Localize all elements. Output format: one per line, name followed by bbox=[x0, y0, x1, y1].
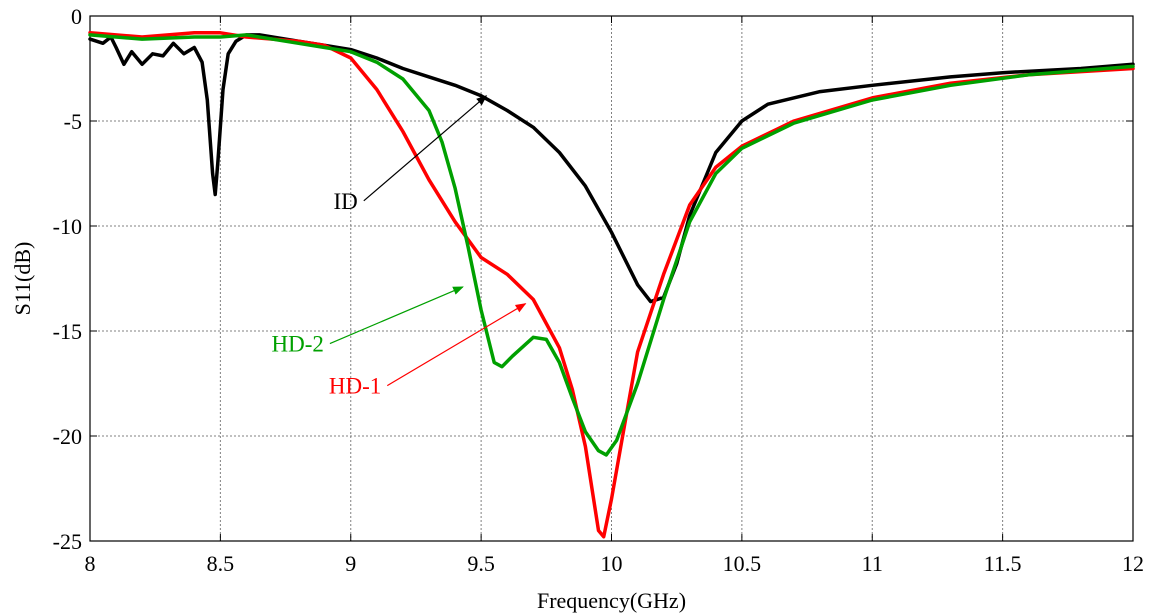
x-tick-label: 11.5 bbox=[984, 551, 1022, 576]
y-axis-label: S11(dB) bbox=[10, 242, 35, 316]
x-tick-label: 12 bbox=[1122, 551, 1144, 576]
y-tick-label: -5 bbox=[64, 109, 82, 134]
y-tick-label: 0 bbox=[71, 4, 82, 29]
y-tick-label: -15 bbox=[53, 319, 82, 344]
x-tick-label: 10.5 bbox=[723, 551, 762, 576]
x-tick-label: 8 bbox=[85, 551, 96, 576]
annotation-label-id: ID bbox=[334, 189, 358, 214]
x-tick-label: 10 bbox=[601, 551, 623, 576]
annotation-arrow-id bbox=[363, 95, 488, 202]
y-tick-label: -25 bbox=[53, 529, 82, 554]
x-tick-label: 9 bbox=[345, 551, 356, 576]
annotation-arrow-hd-1 bbox=[386, 303, 527, 387]
series-line-hd-2 bbox=[88, 33, 1135, 457]
series-group bbox=[88, 31, 1135, 539]
annotation-label-hd-2: HD-2 bbox=[271, 332, 323, 357]
annotation-arrow-hd-2 bbox=[329, 286, 464, 345]
x-axis-label: Frequency(GHz) bbox=[537, 588, 686, 613]
annotation-label-hd-1: HD-1 bbox=[329, 374, 381, 399]
series-line-id bbox=[88, 33, 1135, 304]
grid-lines bbox=[89, 15, 1134, 542]
x-tick-label: 11 bbox=[862, 551, 883, 576]
y-tick-label: -20 bbox=[53, 424, 82, 449]
series-line-hd-1 bbox=[88, 31, 1135, 539]
x-tick-label: 9.5 bbox=[467, 551, 495, 576]
y-tick-label: -10 bbox=[53, 214, 82, 239]
annotations-group: ID HD-2HD-1 bbox=[271, 95, 527, 399]
plot-frame bbox=[89, 15, 1134, 542]
x-tick-label: 8.5 bbox=[207, 551, 235, 576]
axis-ticks: 8 8.5 9 9.5 10 10.5 11 11.5 12 0 -5 -10 -15 -20 -25 bbox=[53, 4, 1144, 576]
